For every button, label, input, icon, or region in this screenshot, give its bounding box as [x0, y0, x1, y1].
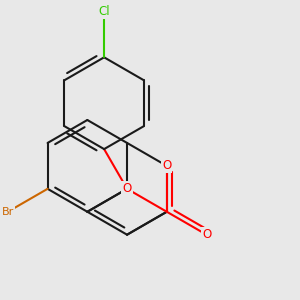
Text: O: O — [202, 228, 211, 241]
Text: O: O — [162, 159, 171, 172]
Text: O: O — [162, 159, 171, 172]
Text: Br: Br — [2, 207, 14, 217]
Text: O: O — [122, 182, 132, 195]
Text: Cl: Cl — [98, 5, 110, 18]
